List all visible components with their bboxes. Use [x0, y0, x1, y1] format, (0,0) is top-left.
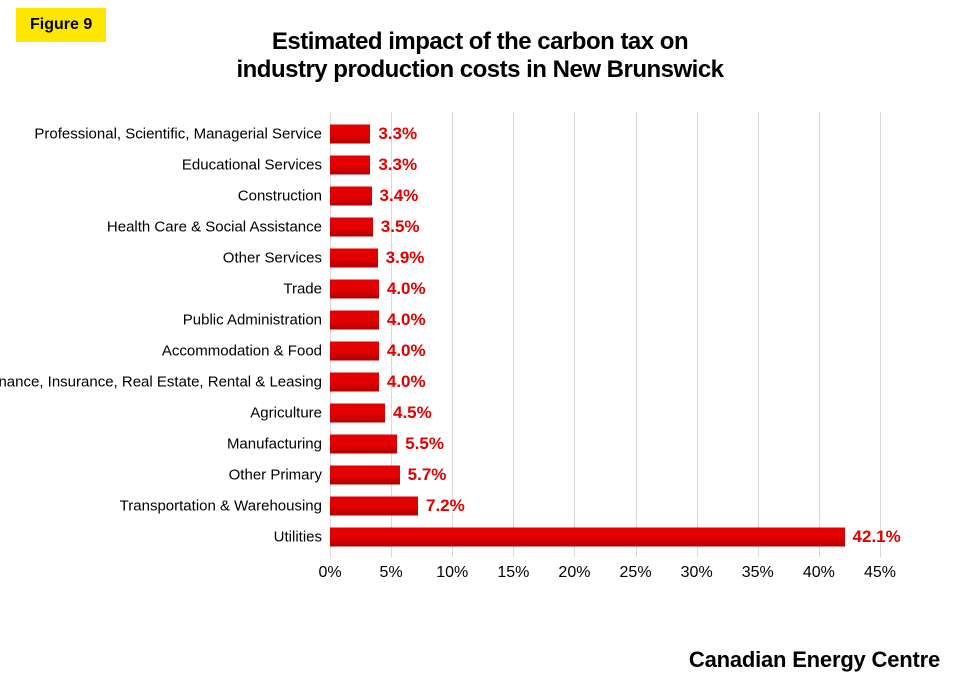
x-axis-tick-label: 30%	[681, 564, 713, 582]
chart-row: Other Services 3.9%	[50, 248, 880, 267]
title-line-2: industry production costs in New Brunswi…	[0, 56, 960, 84]
value-label: 5.7%	[408, 465, 447, 485]
gridline	[513, 112, 514, 557]
chart-row: Professional, Scientific, Managerial Ser…	[50, 124, 880, 143]
category-label: Transportation & Warehousing	[120, 497, 322, 514]
x-axis-tick-label: 35%	[742, 564, 774, 582]
chart-row: Health Care & Social Assistance 3.5%	[50, 217, 880, 236]
bar	[330, 527, 845, 546]
category-label: Public Administration	[183, 311, 322, 328]
value-label: 7.2%	[426, 496, 465, 516]
page: Figure 9 Estimated impact of the carbon …	[0, 0, 960, 693]
chart-area: 0%5%10%15%20%25%30%35%40%45%Professional…	[50, 112, 880, 602]
value-label: 3.3%	[378, 155, 417, 175]
value-label: 3.9%	[386, 248, 425, 268]
value-label: 4.0%	[387, 372, 426, 392]
category-label: Other Services	[223, 249, 322, 266]
bar	[330, 279, 379, 298]
bar	[330, 403, 385, 422]
x-axis-tick-label: 40%	[803, 564, 835, 582]
bar	[330, 372, 379, 391]
footer-text: Canadian Energy Centre	[689, 647, 940, 672]
chart-row: Trade 4.0%	[50, 279, 880, 298]
bar	[330, 217, 373, 236]
value-label: 3.3%	[378, 124, 417, 144]
bar	[330, 465, 400, 484]
value-label: 5.5%	[405, 434, 444, 454]
bar	[330, 310, 379, 329]
value-label: 4.5%	[393, 403, 432, 423]
gridline	[330, 112, 331, 557]
x-axis-tick-label: 20%	[558, 564, 590, 582]
gridline	[880, 112, 881, 557]
x-axis-tick-label: 25%	[620, 564, 652, 582]
category-label: Manufacturing	[227, 435, 322, 452]
title-line-1: Estimated impact of the carbon tax on	[0, 28, 960, 56]
category-label: Other Primary	[229, 466, 322, 483]
gridline	[819, 112, 820, 557]
value-label: 42.1%	[853, 527, 901, 547]
chart-row: Manufacturing 5.5%	[50, 434, 880, 453]
category-label: Trade	[283, 280, 322, 297]
gridline	[574, 112, 575, 557]
chart-row: Transportation & Warehousing 7.2%	[50, 496, 880, 515]
value-label: 3.4%	[380, 186, 419, 206]
category-label: Educational Services	[182, 156, 322, 173]
bar	[330, 248, 378, 267]
bar	[330, 124, 370, 143]
category-label: Finance, Insurance, Real Estate, Rental …	[0, 373, 322, 390]
x-axis-tick-label: 45%	[864, 564, 896, 582]
chart-row: Finance, Insurance, Real Estate, Rental …	[50, 372, 880, 391]
gridline	[636, 112, 637, 557]
bar	[330, 155, 370, 174]
chart-row: Other Primary 5.7%	[50, 465, 880, 484]
chart-row: Educational Services 3.3%	[50, 155, 880, 174]
gridline	[758, 112, 759, 557]
category-label: Accommodation & Food	[162, 342, 322, 359]
bar	[330, 434, 397, 453]
x-axis-tick-label: 5%	[380, 564, 403, 582]
value-label: 4.0%	[387, 279, 426, 299]
gridline	[697, 112, 698, 557]
bar	[330, 496, 418, 515]
category-label: Agriculture	[250, 404, 322, 421]
chart-row: Construction 3.4%	[50, 186, 880, 205]
bar	[330, 186, 372, 205]
chart-row: Agriculture 4.5%	[50, 403, 880, 422]
value-label: 3.5%	[381, 217, 420, 237]
chart-row: Utilities42.1%	[50, 527, 880, 546]
x-axis-tick-label: 10%	[436, 564, 468, 582]
gridline	[452, 112, 453, 557]
chart-row: Accommodation & Food 4.0%	[50, 341, 880, 360]
x-axis-tick-label: 0%	[318, 564, 341, 582]
footer-attribution: Canadian Energy Centre	[689, 647, 940, 673]
bar	[330, 341, 379, 360]
value-label: 4.0%	[387, 341, 426, 361]
value-label: 4.0%	[387, 310, 426, 330]
category-label: Construction	[238, 187, 322, 204]
category-label: Health Care & Social Assistance	[107, 218, 322, 235]
category-label: Utilities	[274, 528, 322, 545]
gridline	[391, 112, 392, 557]
chart-title: Estimated impact of the carbon tax on in…	[0, 28, 960, 84]
category-label: Professional, Scientific, Managerial Ser…	[34, 125, 322, 142]
x-axis-tick-label: 15%	[497, 564, 529, 582]
chart-row: Public Administration 4.0%	[50, 310, 880, 329]
